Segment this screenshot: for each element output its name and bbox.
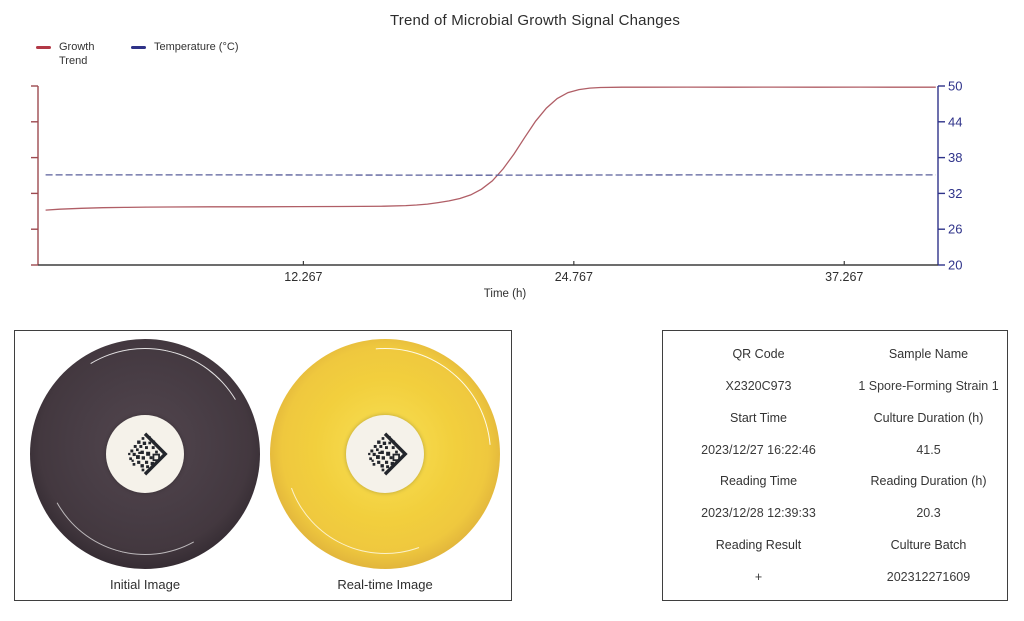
info-cell-value: 2023/12/27 16:22:46 <box>701 442 816 457</box>
info-cell-label: Start Time <box>730 410 787 425</box>
sample-info-table: QR Code Sample Name X2320C973 1 Spore-Formi… <box>663 331 1007 600</box>
info-cell-label: Culture Duration (h) <box>873 410 984 425</box>
info-cell-label: Reading Duration (h) <box>870 474 987 489</box>
qr-disc <box>346 415 424 493</box>
info-cell-label: Reading Time <box>719 474 798 489</box>
info-cell-value: 1 Spore-Forming Strain 1 <box>858 378 999 393</box>
growth-trend-line <box>45 86 936 211</box>
legend-label: Temperature (°C) <box>154 41 239 53</box>
y-tick-label: 50 <box>948 79 962 94</box>
info-cell-value: X2320C973 <box>725 378 792 393</box>
realtime-dish-image <box>235 304 535 604</box>
info-cell-label: QR Code <box>732 346 785 361</box>
chart-legend: Growth Trend Temperature (°C) <box>36 41 238 69</box>
growth-chart: 20 26 32 38 44 50 12.267 24.767 37.267 Time (h) T… <box>0 0 1024 310</box>
x-tick-label: 12.267 <box>284 270 322 284</box>
x-tick-label: 24.767 <box>555 270 593 284</box>
y-tick-label: 26 <box>948 222 962 237</box>
initial-image-caption: Initial Image <box>109 577 181 592</box>
culture-images-panel: Initial Image Real-time Image <box>14 304 535 604</box>
info-cell-value: 2023/12/28 12:39:33 <box>701 506 816 521</box>
legend-label: Growth Trend <box>59 41 95 67</box>
growth-trend-swatch-icon <box>36 46 51 49</box>
chart-canvas: 20 26 32 38 44 50 12.267 24.767 37.267 Time (h) <box>31 79 962 300</box>
info-cell-value: + <box>754 570 763 585</box>
x-axis-title: Time (h) <box>484 288 527 300</box>
data-matrix-code-icon <box>118 427 172 481</box>
y-tick-label: 32 <box>948 186 962 201</box>
info-cell-label: Culture Batch <box>890 538 967 553</box>
y-tick-label: 38 <box>948 150 962 165</box>
data-matrix-code-icon <box>358 427 412 481</box>
info-cell-label: Reading Result <box>715 538 802 553</box>
y-tick-label: 20 <box>948 258 962 273</box>
x-tick-label: 37.267 <box>825 270 863 284</box>
info-cell-label: Sample Name <box>888 346 969 361</box>
legend-item-temperature: Temperature (°C) <box>131 41 238 55</box>
initial-dish-image <box>16 325 274 583</box>
info-cell-value: 20.3 <box>916 506 941 521</box>
sample-info-panel: QR Code Sample Name X2320C973 1 Spore-Formi… <box>662 330 1008 601</box>
qr-disc <box>106 415 184 493</box>
info-cell-value: 41.5 <box>916 442 941 457</box>
y-tick-label: 44 <box>948 114 962 129</box>
temperature-swatch-icon <box>131 46 146 49</box>
info-cell-value: 202312271609 <box>886 570 971 585</box>
legend-item-growth-trend: Growth Trend <box>36 41 107 69</box>
realtime-image-caption: Real-time Image <box>337 577 433 592</box>
chart-title: Trend of Microbial Growth Signal Changes <box>389 12 681 29</box>
